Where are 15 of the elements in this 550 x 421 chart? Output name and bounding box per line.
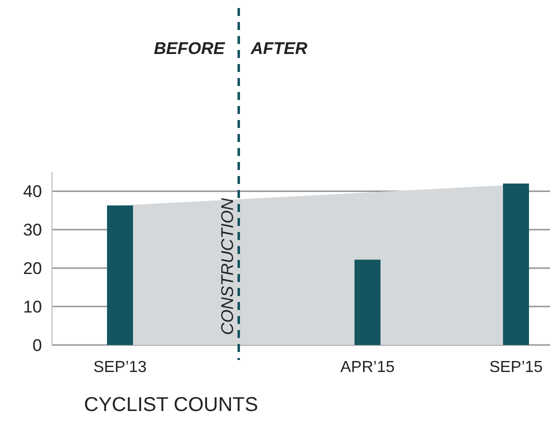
text: BEFORE bbox=[154, 39, 226, 58]
y-tick-label: 30 bbox=[23, 220, 42, 240]
bar bbox=[503, 184, 529, 345]
x-tick-label: SEP’13 bbox=[93, 359, 147, 376]
y-tick-label: 10 bbox=[23, 298, 42, 317]
bar bbox=[107, 205, 133, 345]
y-tick-label: 0 bbox=[32, 336, 42, 355]
y-tick-label: 40 bbox=[23, 182, 42, 202]
y-tick-label: 20 bbox=[23, 259, 42, 278]
bar bbox=[354, 260, 380, 345]
text: AFTER bbox=[250, 39, 308, 58]
annotation: CONSTRUCTION bbox=[218, 197, 237, 335]
x-tick-label: APR’15 bbox=[340, 359, 395, 376]
x-axis-title: CYCLIST COUNTS bbox=[84, 394, 258, 416]
x-tick-label: SEP’15 bbox=[489, 359, 543, 376]
